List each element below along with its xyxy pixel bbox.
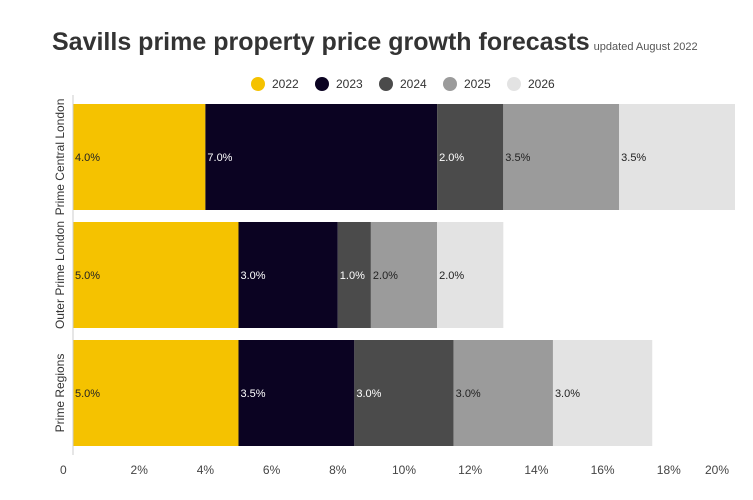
bar-0-2024 (437, 104, 504, 210)
bar-1-2026 (437, 222, 504, 328)
legend-swatch-2023 (315, 77, 329, 91)
bar-label-1-2022: 5.0% (75, 270, 100, 282)
bar-1-2024 (337, 222, 371, 328)
bar-label-2-2024: 3.0% (356, 388, 381, 400)
bar-1-2022 (73, 222, 239, 328)
x-tick-label-8: 16% (591, 463, 615, 477)
bar-label-0-2026: 3.5% (621, 152, 646, 164)
bar-label-2-2025: 3.0% (456, 388, 481, 400)
bar-0-2022 (73, 104, 206, 210)
x-tick-label-0: 0 (60, 463, 67, 477)
bar-2-2023 (238, 340, 355, 446)
bar-label-2-2026: 3.0% (555, 388, 580, 400)
category-label-2: Prime Regions (53, 354, 67, 433)
legend-label-2025: 2025 (464, 77, 491, 91)
x-tick-label-1: 2% (131, 463, 149, 477)
bar-2-2022 (73, 340, 239, 446)
legend-swatch-2025 (443, 77, 457, 91)
bar-label-1-2026: 2.0% (439, 270, 464, 282)
bar-label-0-2025: 3.5% (505, 152, 530, 164)
x-tick-label-6: 12% (458, 463, 482, 477)
legend-label-2023: 2023 (336, 77, 363, 91)
x-tick-label-3: 6% (263, 463, 281, 477)
bar-label-1-2024: 1.0% (340, 270, 365, 282)
legend-label-2024: 2024 (400, 77, 427, 91)
chart-subtitle: updated August 2022 (593, 41, 698, 53)
x-tick-label-2: 4% (197, 463, 215, 477)
bar-label-0-2022: 4.0% (75, 152, 100, 164)
bar-label-2-2022: 5.0% (75, 388, 100, 400)
chart-title: Savills prime property price growth fore… (52, 28, 590, 56)
bar-2-2024 (354, 340, 454, 446)
category-label-0: Prime Central London (53, 99, 67, 216)
chart-title-block: Savills prime property price growth fore… (52, 28, 698, 57)
bar-label-0-2023: 7.0% (207, 152, 232, 164)
bar-2-2025 (453, 340, 553, 446)
x-tick-label-7: 14% (524, 463, 548, 477)
legend-label-2022: 2022 (272, 77, 299, 91)
bar-label-0-2024: 2.0% (439, 152, 464, 164)
legend-label-2026: 2026 (528, 77, 555, 91)
legend-swatch-2026 (507, 77, 521, 91)
category-label-1: Outer Prime London (53, 221, 67, 329)
x-tick-label-10: 20% (705, 463, 729, 477)
bar-label-2-2023: 3.5% (241, 388, 266, 400)
x-tick-label-5: 10% (392, 463, 416, 477)
bar-label-1-2025: 2.0% (373, 270, 398, 282)
x-tick-label-9: 18% (657, 463, 681, 477)
bar-0-2026 (619, 104, 735, 210)
legend-swatch-2024 (379, 77, 393, 91)
bar-1-2023 (238, 222, 338, 328)
bar-2-2026 (552, 340, 653, 446)
x-tick-label-4: 8% (329, 463, 347, 477)
bar-0-2023 (205, 104, 438, 210)
bar-0-2025 (503, 104, 620, 210)
bar-1-2025 (370, 222, 438, 328)
legend-swatch-2022 (251, 77, 265, 91)
bar-label-1-2023: 3.0% (241, 270, 266, 282)
